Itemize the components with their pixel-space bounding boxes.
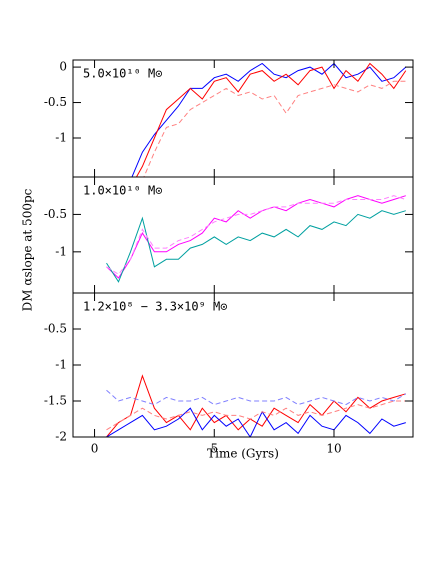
series-line xyxy=(106,195,406,275)
panel-frame xyxy=(72,292,414,438)
series-line xyxy=(143,80,406,177)
y-tick-label: -0.5 xyxy=(44,207,67,221)
y-axis-label: DM αslope at 500pc xyxy=(21,188,35,311)
series-line xyxy=(106,389,407,406)
panel-annotation: 1.0×10¹⁰ M⊙ xyxy=(83,184,162,198)
series-line xyxy=(106,210,406,283)
series-line xyxy=(106,374,406,437)
series-line xyxy=(135,62,407,177)
y-tick-label: -0.5 xyxy=(44,322,67,336)
y-tick-label: -1 xyxy=(55,358,67,372)
y-tick-label: -1.5 xyxy=(44,394,67,408)
x-tick-label: 5 xyxy=(210,442,218,456)
y-tick-label: -2 xyxy=(55,430,67,444)
y-tick-label: -1 xyxy=(55,244,67,258)
x-tick-label: 0 xyxy=(91,442,99,456)
y-tick-label: 0 xyxy=(59,60,67,74)
series-line xyxy=(131,62,407,177)
series-line xyxy=(106,400,406,431)
panel-annotation: 1.2×10⁸ − 3.3×10⁹ M⊙ xyxy=(83,300,228,314)
series-line xyxy=(106,195,406,279)
y-tick-label: -0.5 xyxy=(44,95,67,109)
x-tick-label: 10 xyxy=(326,442,341,456)
y-tick-label: -1 xyxy=(55,131,67,145)
x-axis-label: Time (Gyrs) xyxy=(207,447,279,461)
panel-annotation: 5.0×10¹⁰ M⊙ xyxy=(83,67,162,81)
series-line xyxy=(106,407,406,437)
